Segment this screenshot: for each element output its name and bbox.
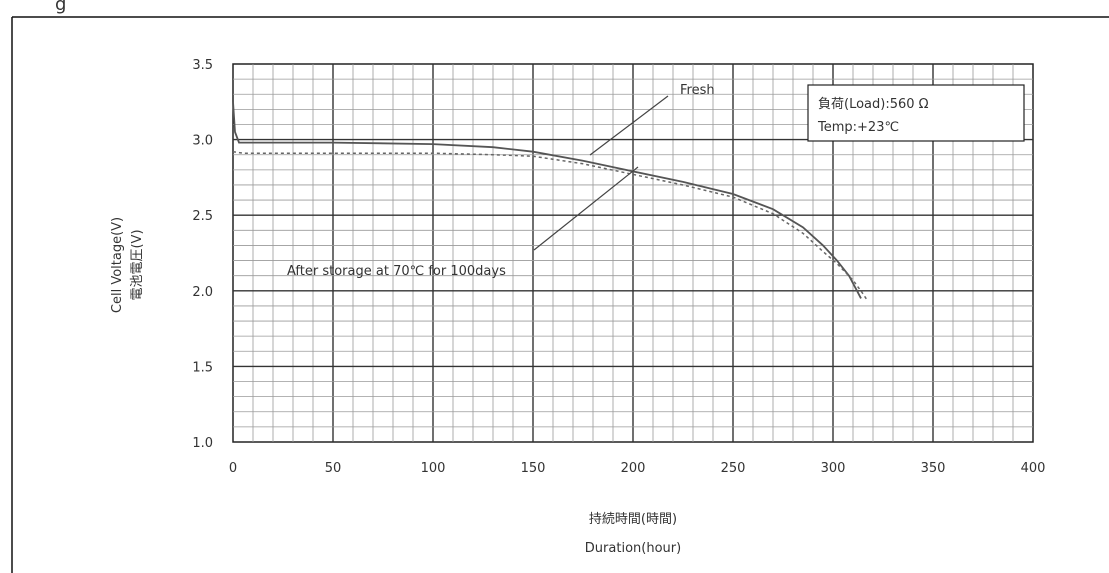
y-tick-label: 2.5 [192,209,213,224]
x-tick-label: 250 [721,461,746,476]
x-tick-label: 400 [1021,461,1046,476]
x-tick-label: 100 [421,461,446,476]
annotation-storage: After storage at 70℃ for 100days [287,264,506,279]
y-tick-label: 2.0 [192,285,213,300]
info-box-load: 負荷(Load):560 Ω [818,97,929,112]
x-axis-label-en: Duration(hour) [585,541,681,556]
info-box [807,84,1025,142]
y-tick-label: 3.0 [192,134,213,149]
x-tick-label: 350 [921,461,946,476]
storage-leader-line [533,166,639,251]
x-axis-label-ja: 持続時間(時間) [589,512,677,527]
y-tick-label: 3.5 [192,58,213,73]
top-caption-fragment: g [55,0,66,15]
x-tick-label: 150 [521,461,546,476]
y-axis-label-en: Cell Voltage(V) [110,217,125,313]
fresh-leader-line [589,95,669,156]
x-tick-label: 0 [229,461,237,476]
x-tick-label: 300 [821,461,846,476]
x-tick-label: 50 [325,461,342,476]
axes: 0 50 100 150 200 250 300 350 400 1.0 1.5 2.0 2.5 3.0 3… [192,58,1045,476]
y-tick-label: 1.0 [192,436,213,451]
series-line-after-storage [232,150,868,301]
annotation-fresh: Fresh [680,83,715,98]
x-tick-label: 200 [621,461,646,476]
info-box-temp: Temp:+23℃ [817,120,899,135]
y-axis-label-ja: 電池電圧(V) [130,229,145,300]
grid [233,64,1033,442]
y-tick-label: 1.5 [192,360,213,375]
